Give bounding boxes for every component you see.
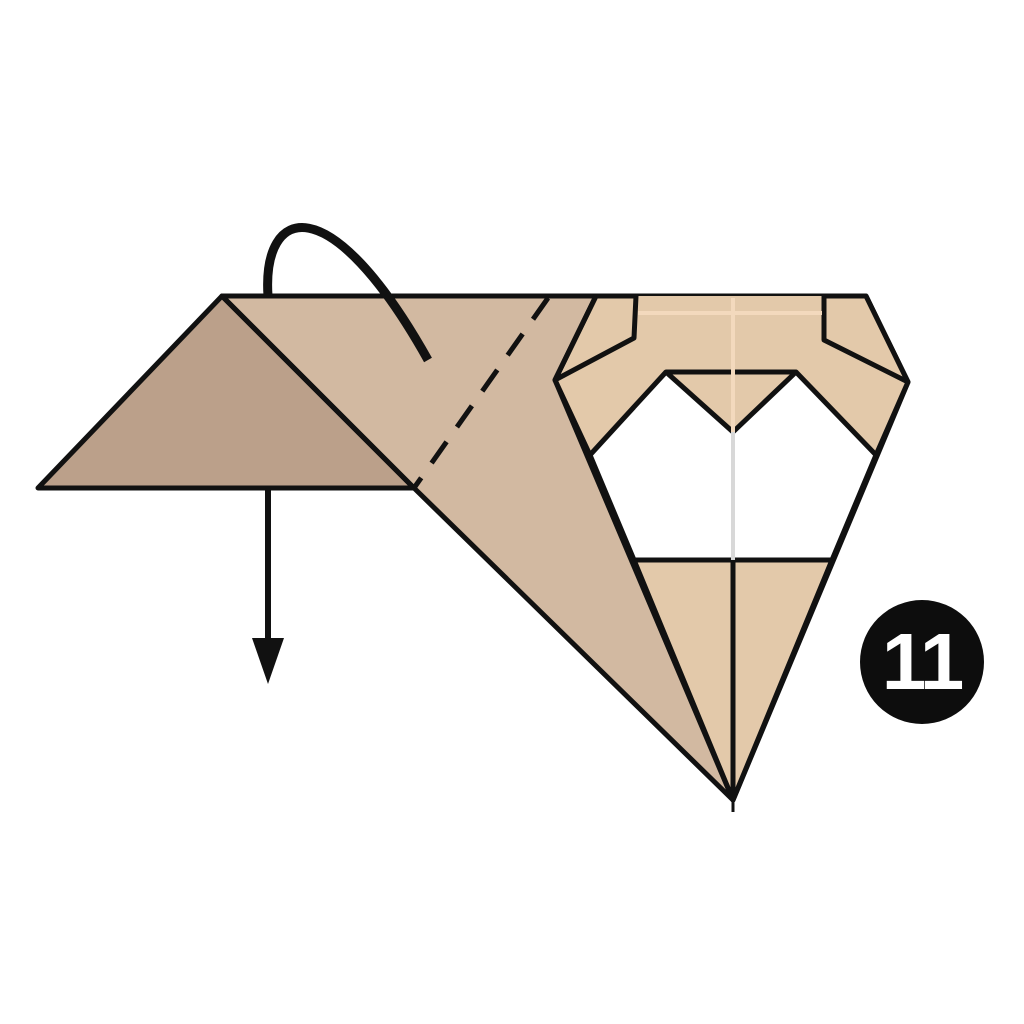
fold-behind-arrow (263, 223, 432, 363)
pull-down-arrow-head (252, 638, 284, 684)
head-right-edge (829, 380, 911, 561)
valley-fold-line (411, 296, 551, 490)
flap-fold-edge (220, 294, 416, 490)
step-number: 11 (881, 617, 965, 706)
window-upper-right-edge (794, 370, 878, 457)
window-upper-left-edge (588, 370, 668, 457)
step-number-badge: 11 (860, 600, 984, 724)
body-inner-edge (552, 379, 736, 801)
